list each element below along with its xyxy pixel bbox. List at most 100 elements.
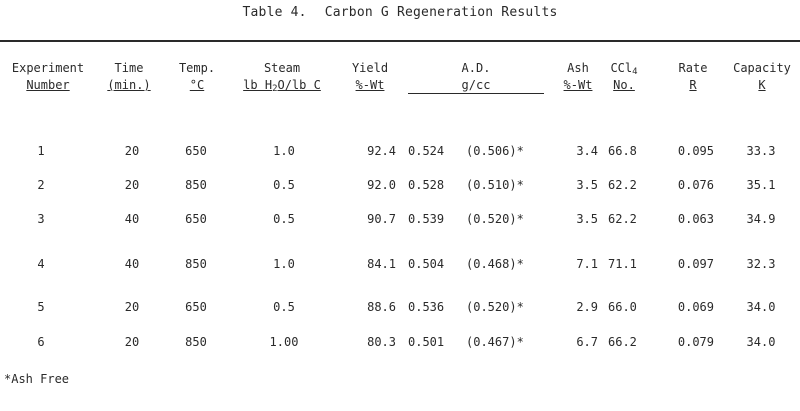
cell-steam: 0.5 — [273, 300, 295, 314]
header-ash-line2: %-Wt — [563, 78, 593, 92]
cell-rate: 0.076 — [677, 178, 714, 192]
header-rate-line2: R — [689, 78, 697, 92]
header-capacity-line2: K — [758, 78, 766, 92]
cell-ash: 3.4 — [576, 144, 598, 158]
cell-ash: 3.5 — [576, 212, 598, 226]
header-temp: Temp. °C — [170, 60, 224, 94]
header-steam-line2-sub: 2 — [272, 84, 278, 94]
header-ccl4-line1-sub: 4 — [632, 67, 638, 77]
header-experiment: Experiment Number — [0, 60, 96, 94]
header-temp-line1: Temp. — [178, 61, 216, 75]
cell-ash: 2.9 — [576, 300, 598, 314]
cell-temp: 650 — [185, 212, 207, 226]
header-capacity: Capacity K — [724, 60, 800, 94]
header-ad-line2-wrap: g/cc — [408, 77, 544, 94]
cell-capacity: 34.0 — [746, 300, 776, 314]
cell-ad: 0.504 — [408, 257, 445, 271]
header-ash-line1: Ash — [567, 61, 589, 75]
cell-steam: 1.0 — [273, 144, 295, 158]
cell-temp: 650 — [185, 300, 207, 314]
table-title: Table 4. Carbon G Regeneration Results — [0, 5, 800, 20]
header-capacity-line1: Capacity — [733, 61, 791, 75]
cell-ccl4: 66.2 — [608, 335, 637, 349]
cell-ccl4: 66.8 — [608, 144, 637, 158]
cell-ad: 0.524 — [408, 144, 445, 158]
footnote: *Ash Free — [4, 372, 70, 386]
cell-steam: 1.0 — [273, 257, 295, 271]
header-time: Time (min.) — [102, 60, 156, 94]
cell-steam: 0.5 — [273, 212, 295, 226]
cell-steam: 1.00 — [269, 335, 299, 349]
cell-time: 40 — [124, 257, 140, 271]
header-ad-line1: A.D. — [461, 61, 491, 75]
cell-capacity: 34.9 — [746, 212, 776, 226]
cell-steam: 0.5 — [273, 178, 295, 192]
cell-ad: 0.536 — [408, 300, 445, 314]
table-caption: Carbon G Regeneration Results — [324, 5, 558, 20]
cell-yield: 84.1 — [367, 257, 396, 271]
cell-time: 20 — [124, 335, 140, 349]
header-experiment-line1: Experiment — [11, 61, 85, 75]
cell-time: 20 — [124, 300, 140, 314]
cell-ccl4: 66.0 — [608, 300, 637, 314]
cell-ccl4: 62.2 — [608, 212, 637, 226]
cell-yield: 80.3 — [367, 335, 396, 349]
cell-experiment: 6 — [37, 335, 45, 349]
cell-capacity: 32.3 — [746, 257, 776, 271]
cell-rate: 0.097 — [677, 257, 714, 271]
cell-time: 20 — [124, 178, 140, 192]
cell-experiment: 5 — [37, 300, 45, 314]
cell-temp: 850 — [185, 178, 207, 192]
header-time-line2: (min.) — [107, 78, 151, 92]
cell-ad: 0.539 — [408, 212, 445, 226]
cell-capacity: 34.0 — [746, 335, 776, 349]
cell-rate: 0.079 — [677, 335, 714, 349]
cell-yield: 92.4 — [367, 144, 396, 158]
header-time-line1: Time — [114, 61, 144, 75]
header-ccl4-line1: CCl4 — [604, 60, 644, 77]
cell-ad-ash-free: (0.520)* — [466, 300, 524, 314]
cell-time: 40 — [124, 212, 140, 226]
header-ad: A.D. g/cc — [408, 60, 544, 94]
header-ad-line2: g/cc — [461, 78, 491, 92]
cell-rate: 0.095 — [677, 144, 714, 158]
header-steam-line2: lb H2O/lb C — [224, 77, 340, 94]
header-ccl4-line2: No. — [613, 78, 635, 92]
header-steam: Steam lb H2O/lb C — [224, 60, 340, 94]
cell-capacity: 33.3 — [746, 144, 776, 158]
header-steam-line2-pre: lb H — [243, 78, 273, 92]
cell-time: 20 — [124, 144, 140, 158]
header-rate-line1: Rate — [678, 61, 708, 75]
header-ash: Ash %-Wt — [556, 60, 600, 94]
table-number: Table 4. — [242, 5, 307, 20]
cell-ad-ash-free: (0.468)* — [466, 257, 524, 271]
cell-ad: 0.501 — [408, 335, 445, 349]
cell-capacity: 35.1 — [746, 178, 776, 192]
cell-experiment: 4 — [37, 257, 45, 271]
cell-ad-ash-free: (0.506)* — [466, 144, 524, 158]
cell-ad-ash-free: (0.520)* — [466, 212, 524, 226]
cell-yield: 88.6 — [367, 300, 396, 314]
cell-temp: 850 — [185, 335, 207, 349]
cell-yield: 92.0 — [367, 178, 396, 192]
header-experiment-line2: Number — [26, 78, 70, 92]
header-temp-line2: °C — [189, 78, 205, 92]
cell-ash: 3.5 — [576, 178, 598, 192]
header-yield-line1: Yield — [351, 61, 389, 75]
cell-experiment: 2 — [37, 178, 45, 192]
cell-rate: 0.069 — [677, 300, 714, 314]
cell-experiment: 1 — [37, 144, 45, 158]
cell-ash: 6.7 — [576, 335, 598, 349]
cell-temp: 650 — [185, 144, 207, 158]
top-rule — [0, 40, 800, 42]
cell-rate: 0.063 — [677, 212, 714, 226]
cell-ccl4: 71.1 — [608, 257, 637, 271]
header-yield-line2: %-Wt — [355, 78, 385, 92]
cell-temp: 850 — [185, 257, 207, 271]
header-steam-line1: Steam — [263, 61, 301, 75]
cell-ad: 0.528 — [408, 178, 445, 192]
cell-experiment: 3 — [37, 212, 45, 226]
header-steam-line2-post: O/lb C — [277, 78, 321, 92]
cell-yield: 90.7 — [367, 212, 396, 226]
header-yield: Yield %-Wt — [340, 60, 400, 94]
